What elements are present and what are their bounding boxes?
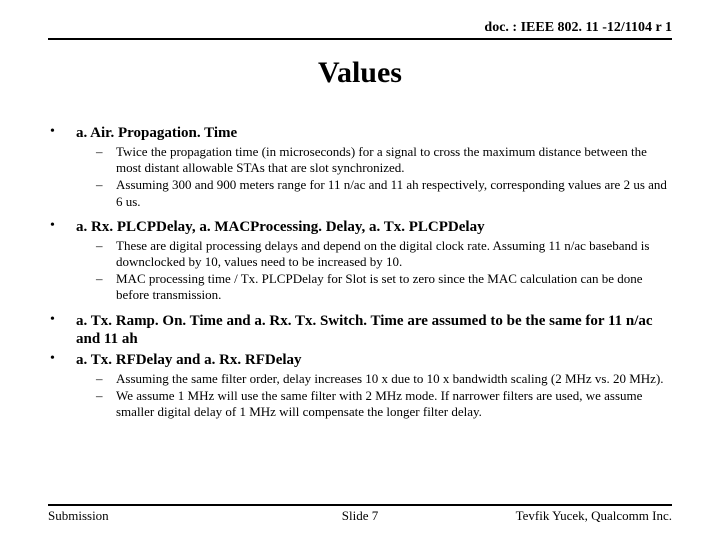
doc-id: doc. : IEEE 802. 11 -12/1104 r 1 (484, 20, 672, 35)
sub-bullet-text: Twice the propagation time (in microseco… (116, 144, 672, 177)
bullet-label: a. Tx. RFDelay and a. Rx. RFDelay (76, 351, 302, 370)
bullet-label: a. Rx. PLCPDelay, a. MACProcessing. Dela… (76, 218, 485, 237)
sub-bullet-text: We assume 1 MHz will use the same filter… (116, 388, 672, 421)
dash-icon: – (96, 271, 116, 304)
sub-bullet-item: – These are digital processing delays an… (96, 238, 672, 271)
sub-bullet-item: – Assuming the same filter order, delay … (96, 371, 672, 387)
sub-bullet-item: – MAC processing time / Tx. PLCPDelay fo… (96, 271, 672, 304)
sub-bullet-text: Assuming 300 and 900 meters range for 11… (116, 177, 672, 210)
footer-author: Tevfik Yucek, Qualcomm Inc. (516, 508, 672, 524)
bullet-icon: • (48, 351, 76, 370)
bullet-icon: • (48, 218, 76, 237)
footer-bar: Submission Slide 7 Tevfik Yucek, Qualcom… (48, 504, 672, 524)
content-area: • a. Air. Propagation. Time – Twice the … (48, 116, 672, 480)
bullet-icon: • (48, 124, 76, 143)
sub-bullet-item: – Assuming 300 and 900 meters range for … (96, 177, 672, 210)
sub-bullet-text: Assuming the same filter order, delay in… (116, 371, 664, 387)
bullet-item: • a. Air. Propagation. Time (48, 124, 672, 143)
dash-icon: – (96, 238, 116, 271)
bullet-item: • a. Tx. Ramp. On. Time and a. Rx. Tx. S… (48, 312, 672, 350)
sub-bullet-text: These are digital processing delays and … (116, 238, 672, 271)
dash-icon: – (96, 144, 116, 177)
bullet-item: • a. Tx. RFDelay and a. Rx. RFDelay (48, 351, 672, 370)
header-bar: doc. : IEEE 802. 11 -12/1104 r 1 (48, 18, 672, 40)
dash-icon: – (96, 388, 116, 421)
bullet-icon: • (48, 312, 76, 350)
sub-bullet-item: – We assume 1 MHz will use the same filt… (96, 388, 672, 421)
sub-bullet-text: MAC processing time / Tx. PLCPDelay for … (116, 271, 672, 304)
page-title: Values (0, 56, 720, 90)
dash-icon: – (96, 371, 116, 387)
dash-icon: – (96, 177, 116, 210)
bullet-label: a. Air. Propagation. Time (76, 124, 237, 143)
footer-left: Submission (48, 508, 109, 524)
bullet-item: • a. Rx. PLCPDelay, a. MACProcessing. De… (48, 218, 672, 237)
bullet-label: a. Tx. Ramp. On. Time and a. Rx. Tx. Swi… (76, 312, 672, 350)
sub-bullet-item: – Twice the propagation time (in microse… (96, 144, 672, 177)
